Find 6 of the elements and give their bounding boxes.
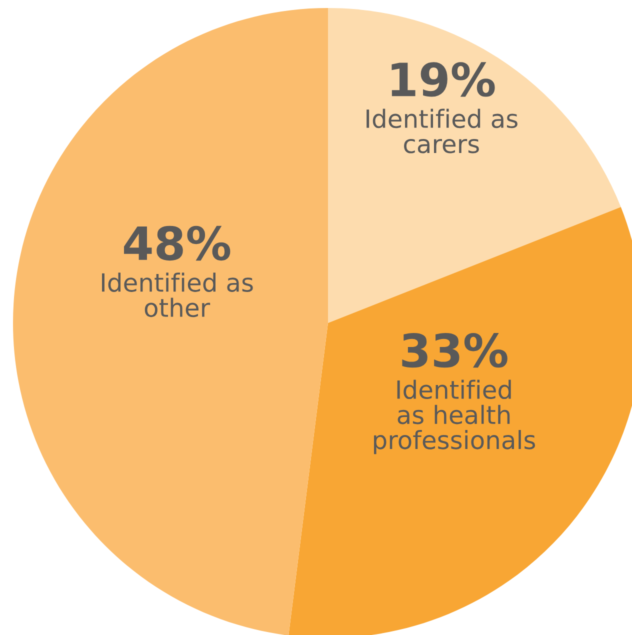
data-label: 48%: [124, 226, 230, 261]
slice-label: Identified as other: [102, 272, 253, 318]
slice-label: Identified as health professionals: [374, 380, 536, 454]
data-label: 33%: [402, 333, 508, 368]
data-label: 19%: [392, 62, 495, 97]
slice-label: Identified as carers: [366, 108, 518, 154]
